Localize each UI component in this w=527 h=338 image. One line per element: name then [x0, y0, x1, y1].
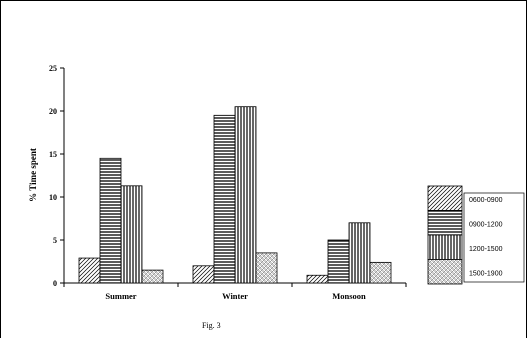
- figure-caption: Fig. 3: [202, 321, 221, 330]
- category-label: Winter: [222, 291, 248, 301]
- bar-winter-1200-1500: [234, 106, 257, 284]
- bar-monsoon-0600-0900: [306, 274, 329, 284]
- y-axis-title: % Time spent: [28, 148, 38, 202]
- y-tick-label: 15: [49, 150, 57, 159]
- y-tick-label: 5: [53, 236, 57, 245]
- bars: [78, 106, 392, 284]
- legend-frame: [463, 192, 525, 283]
- legend: 0600-0900 0900-1200 1200-1500 1500-1900: [427, 185, 525, 285]
- bar-summer-1200-1500: [120, 185, 143, 284]
- bar-monsoon-0900-1200: [327, 239, 350, 284]
- y-tick-label: 20: [49, 107, 57, 116]
- y-tick-label: 0: [53, 279, 57, 288]
- bar-summer-0900-1200: [99, 157, 122, 284]
- legend-swatch: [427, 234, 463, 260]
- y-ticks: 0 5 10 15 20 25: [49, 64, 64, 288]
- bar-summer-0600-0900: [78, 257, 101, 284]
- legend-label: 1500-1900: [469, 271, 503, 278]
- bar-summer-1500-1900: [141, 269, 164, 284]
- category-label: Monsoon: [332, 291, 366, 301]
- bar-monsoon-1200-1500: [348, 222, 371, 284]
- legend-swatch: [427, 185, 463, 211]
- y-tick-label: 25: [49, 64, 57, 73]
- legend-swatch: [427, 259, 463, 285]
- category-label: Summer: [105, 291, 136, 301]
- bar-winter-0600-0900: [192, 265, 215, 284]
- y-tick-label: 10: [49, 193, 57, 202]
- category-labels: Summer Winter Monsoon: [105, 291, 366, 301]
- bar-monsoon-1500-1900: [369, 261, 392, 284]
- legend-label: 0900-1200: [469, 222, 503, 229]
- bar-winter-0900-1200: [213, 114, 236, 284]
- legend-label: 0600-0900: [469, 197, 503, 204]
- bar-winter-1500-1900: [255, 252, 278, 284]
- legend-swatch: [427, 210, 463, 236]
- x-ticks: [63, 283, 407, 287]
- legend-label: 1200-1500: [469, 246, 503, 253]
